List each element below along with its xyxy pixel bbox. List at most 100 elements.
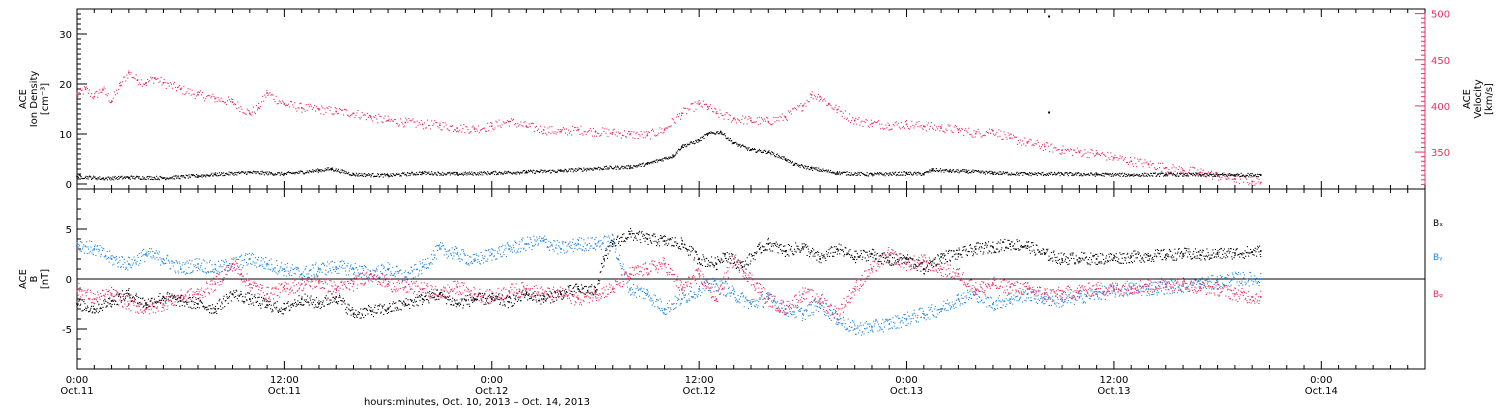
data-point bbox=[701, 291, 703, 293]
data-point bbox=[174, 175, 176, 177]
data-point bbox=[669, 156, 671, 158]
data-point bbox=[852, 117, 854, 119]
data-point bbox=[263, 174, 265, 176]
data-point bbox=[620, 268, 622, 270]
data-point bbox=[1121, 295, 1123, 297]
data-point bbox=[725, 137, 727, 139]
data-point bbox=[1010, 301, 1012, 303]
data-point bbox=[395, 173, 397, 175]
data-point bbox=[932, 314, 934, 316]
data-point bbox=[415, 174, 417, 176]
data-point bbox=[694, 101, 696, 103]
data-point bbox=[1089, 174, 1091, 176]
data-point bbox=[197, 91, 199, 93]
data-point bbox=[457, 130, 459, 132]
data-point bbox=[577, 127, 579, 129]
y-tick-label: 0 bbox=[66, 275, 72, 286]
data-point bbox=[1024, 290, 1026, 292]
data-point bbox=[947, 170, 949, 172]
data-point bbox=[160, 176, 162, 178]
data-point bbox=[769, 297, 771, 299]
data-point bbox=[673, 121, 675, 123]
data-point bbox=[476, 173, 478, 175]
data-point bbox=[427, 267, 429, 269]
data-point bbox=[481, 172, 483, 174]
data-point bbox=[1028, 287, 1030, 289]
data-point bbox=[255, 173, 257, 175]
data-point bbox=[516, 250, 518, 252]
data-point bbox=[1062, 145, 1064, 147]
data-point bbox=[854, 172, 856, 174]
data-point bbox=[1221, 176, 1223, 178]
data-point bbox=[336, 113, 338, 115]
data-point bbox=[991, 307, 993, 309]
data-point bbox=[1124, 173, 1126, 175]
data-point bbox=[701, 106, 703, 108]
data-point bbox=[516, 171, 518, 173]
data-point bbox=[1026, 297, 1028, 299]
data-point bbox=[332, 168, 334, 170]
data-point bbox=[939, 169, 941, 171]
data-point bbox=[458, 255, 460, 257]
data-point bbox=[691, 297, 693, 299]
data-point bbox=[588, 168, 590, 170]
data-point bbox=[373, 175, 375, 177]
axis-title-line: [cm⁻³] bbox=[40, 83, 51, 115]
data-point bbox=[1247, 172, 1249, 174]
data-point bbox=[758, 148, 760, 150]
data-point bbox=[438, 127, 440, 129]
data-point bbox=[475, 174, 477, 176]
data-point bbox=[683, 296, 685, 298]
data-point bbox=[560, 170, 562, 172]
data-point bbox=[391, 273, 393, 275]
data-point bbox=[672, 154, 674, 156]
data-point bbox=[691, 103, 693, 105]
axis-title-line: ACE bbox=[18, 89, 29, 109]
data-point bbox=[206, 262, 208, 264]
data-point bbox=[855, 174, 857, 176]
data-point bbox=[750, 303, 752, 305]
data-point bbox=[722, 282, 724, 284]
data-point bbox=[175, 175, 177, 177]
data-point bbox=[340, 261, 342, 263]
data-point bbox=[634, 137, 636, 139]
data-point bbox=[120, 266, 122, 268]
data-point bbox=[958, 299, 960, 301]
data-point bbox=[362, 268, 364, 270]
axis-title-line: ACE bbox=[1462, 89, 1473, 109]
data-point bbox=[1118, 158, 1120, 160]
data-point bbox=[207, 175, 209, 177]
data-point bbox=[594, 131, 597, 133]
data-point bbox=[648, 163, 650, 165]
data-point bbox=[1060, 153, 1062, 155]
data-point bbox=[437, 249, 439, 251]
data-point bbox=[797, 105, 799, 107]
data-point bbox=[527, 126, 529, 128]
data-point bbox=[162, 177, 164, 179]
data-point bbox=[774, 156, 776, 158]
data-point bbox=[575, 126, 577, 128]
data-point bbox=[1019, 172, 1021, 174]
data-point bbox=[811, 166, 813, 168]
data-point bbox=[131, 176, 133, 178]
data-point bbox=[989, 170, 991, 172]
data-point bbox=[954, 124, 956, 126]
data-point bbox=[1150, 173, 1152, 175]
data-point bbox=[487, 258, 489, 260]
data-point bbox=[520, 171, 522, 173]
data-point bbox=[94, 246, 96, 248]
data-point bbox=[630, 132, 632, 134]
data-point bbox=[620, 167, 622, 169]
data-point bbox=[254, 264, 256, 266]
data-point bbox=[542, 172, 544, 174]
data-point bbox=[1107, 295, 1109, 297]
data-point bbox=[680, 118, 682, 120]
data-point bbox=[715, 112, 718, 115]
data-point bbox=[909, 171, 911, 173]
data-point bbox=[167, 82, 169, 84]
data-point bbox=[1133, 165, 1135, 167]
data-point bbox=[979, 133, 981, 135]
data-point bbox=[513, 250, 515, 252]
data-point bbox=[1003, 172, 1005, 174]
data-point bbox=[1021, 293, 1023, 295]
